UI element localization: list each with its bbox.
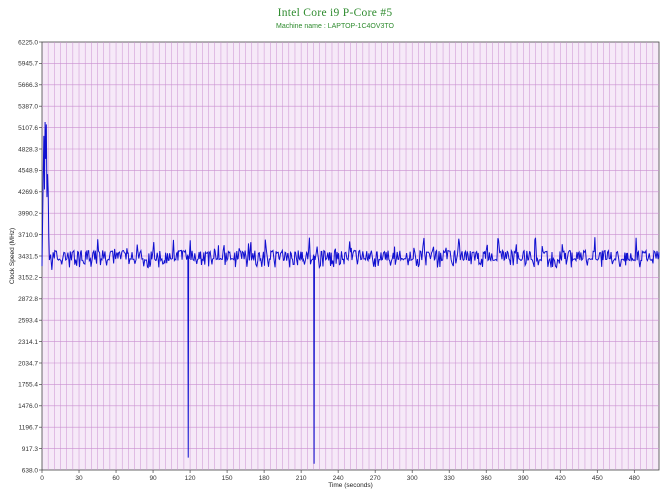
y-tick-label: 4828.3 [18,146,38,153]
y-tick-label: 2314.1 [18,339,38,346]
x-tick-label: 120 [185,475,196,482]
y-tick-label: 5387.0 [18,104,38,111]
y-tick-label: 6225.0 [18,39,38,46]
x-tick-label: 300 [407,475,418,482]
grid [42,42,659,470]
y-tick-label: 5107.6 [18,125,38,132]
y-tick-label: 3431.5 [18,253,38,260]
chart-title: Intel Core i9 P-Core #5 [277,7,393,19]
y-tick-label: 3152.2 [18,275,38,282]
x-tick-label: 30 [75,475,83,482]
x-tick-label: 330 [444,475,455,482]
y-tick-label: 2034.7 [18,360,38,367]
x-tick-label: 420 [555,475,566,482]
series-line-clock-speed [41,122,660,464]
y-tick-label: 917.3 [22,446,39,453]
y-tick-label: 2872.8 [18,296,38,303]
y-tick-label: 4269.6 [18,189,38,196]
x-tick-label: 150 [222,475,233,482]
y-tick-label: 5666.3 [18,82,38,89]
x-axis-label: Time (seconds) [328,482,373,489]
y-tick-label: 1196.7 [19,425,39,432]
y-axis-label: Clock Speed (MHz) [9,228,16,284]
x-axis-ticks: 0 30 60 90 120 150 180 210 240 270 300 330 360 390 420… [40,470,640,482]
y-axis-ticks: 638.0 917.3 1196.7 1476.0 1755.4 2034.7 2314.1… [18,39,42,474]
y-tick-label: 3710.9 [18,232,38,239]
chart-subtitle: Machine name : LAPTOP-1C4OV3TO [275,23,394,30]
y-tick-label: 4548.9 [18,168,38,175]
x-tick-label: 180 [259,475,270,482]
x-tick-label: 0 [40,475,44,482]
y-tick-label: 1755.4 [18,382,38,389]
x-tick-label: 360 [481,475,492,482]
y-tick-label: 638.0 [22,467,39,474]
x-tick-label: 60 [112,475,120,482]
x-tick-label: 240 [333,475,344,482]
x-tick-label: 270 [370,475,381,482]
y-tick-label: 1476.0 [18,403,38,410]
y-tick-label: 2593.4 [18,318,38,325]
x-tick-label: 90 [149,475,157,482]
x-tick-label: 390 [518,475,529,482]
x-tick-label: 480 [629,475,640,482]
x-tick-label: 450 [592,475,603,482]
y-tick-label: 3990.2 [18,211,38,218]
y-tick-label: 5945.7 [18,61,38,68]
x-tick-label: 210 [296,475,307,482]
